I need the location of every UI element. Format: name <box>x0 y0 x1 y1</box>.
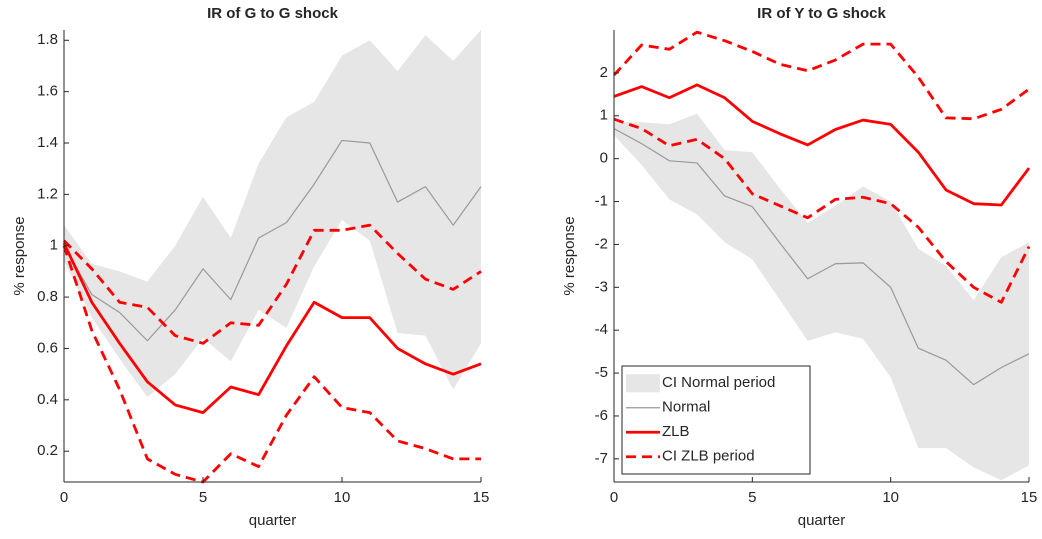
subplot: 0.2 0.4 0.6 0.8 1 1.2 1.4 1.6 1.8 0 5 10 15 IR of G t… <box>11 5 489 529</box>
ci-line <box>63 223 482 345</box>
x-tick-label: 5 <box>748 489 756 506</box>
y-tick-label: 2 <box>600 64 608 81</box>
y-tick-label: 1 <box>50 237 58 254</box>
x-tick-label: 15 <box>473 489 490 506</box>
series-line <box>613 128 1030 386</box>
ci-line <box>612 30 1030 121</box>
y-axis-label: % response <box>11 216 28 295</box>
chart-title: IR of Y to G shock <box>757 5 886 22</box>
y-tick-label: -3 <box>595 278 608 295</box>
legend-label: ZLB <box>662 423 690 440</box>
subplot: -7 -6 -5 -4 -3 -2 -1 0 1 2 0 5 10 15 IR of Y to G shoc… <box>561 5 1037 529</box>
legend-label: CI Normal period <box>662 374 775 391</box>
y-tick-label: -5 <box>595 364 608 381</box>
series-line <box>63 139 482 342</box>
y-tick-label: -6 <box>595 407 608 424</box>
y-axis-label: % response <box>561 216 578 295</box>
y-tick-label: 0.2 <box>37 442 58 459</box>
x-tick-label: 0 <box>610 489 618 506</box>
y-tick-label: 0.8 <box>37 288 58 305</box>
y-tick-label: -7 <box>595 450 608 467</box>
ci-band <box>614 113 1029 481</box>
ci-line <box>613 117 1031 304</box>
y-tick-label: 1.2 <box>37 185 58 202</box>
x-tick-label: 0 <box>60 489 68 506</box>
x-axis-label: quarter <box>249 512 297 529</box>
x-tick-label: 10 <box>882 489 899 506</box>
y-tick-label: -4 <box>595 321 608 338</box>
x-tick-label: 5 <box>199 489 207 506</box>
y-tick-label: 0 <box>600 150 608 167</box>
x-tick-label: 15 <box>1021 489 1038 506</box>
x-tick-label: 10 <box>334 489 351 506</box>
y-tick-label: 1.6 <box>37 83 58 100</box>
series-line <box>62 242 482 415</box>
y-tick-label: 0.6 <box>37 339 58 356</box>
y-tick-label: 1.4 <box>37 134 58 151</box>
x-axis-label: quarter <box>798 512 846 529</box>
y-tick-label: 1 <box>600 107 608 124</box>
y-tick-label: 1.8 <box>37 31 58 48</box>
y-tick-label: 0.4 <box>37 391 58 408</box>
legend: CI Normal period Normal ZLB CI ZLB period <box>621 365 811 475</box>
y-tick-label: -1 <box>595 193 608 210</box>
ci-band <box>64 30 481 398</box>
series-line <box>613 83 1031 207</box>
legend-swatch <box>626 374 660 393</box>
legend-label: CI ZLB period <box>662 448 755 465</box>
chart-title: IR of G to G shock <box>207 5 338 22</box>
legend-label: Normal <box>662 399 710 416</box>
ci-line <box>62 245 481 484</box>
y-tick-label: -2 <box>595 235 608 252</box>
